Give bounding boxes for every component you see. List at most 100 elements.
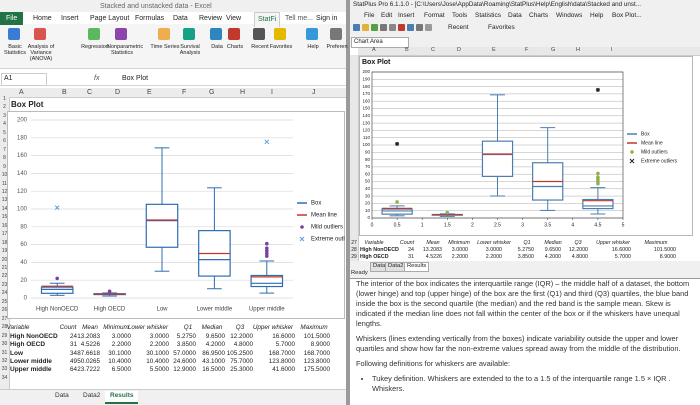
- column-header: H: [576, 47, 580, 53]
- table-cell: 5.7000: [275, 341, 295, 349]
- table-cell: 24: [408, 246, 414, 253]
- y-tick-label: 50: [365, 179, 371, 184]
- column-header: E: [147, 89, 152, 96]
- y-tick-label: 30: [365, 193, 371, 198]
- help-bullet: Tukey definition. Whiskers are extended …: [372, 374, 694, 394]
- menu-item[interactable]: File: [364, 12, 375, 19]
- legend-key: [630, 150, 634, 154]
- ribbon-button[interactable]: Charts: [226, 44, 244, 50]
- tell-me[interactable]: Tell me...: [285, 15, 314, 22]
- ribbon-button[interactable]: Preferen: [326, 44, 348, 50]
- menu-item[interactable]: Insert: [398, 12, 415, 19]
- sheet-tab[interactable]: Data: [55, 392, 69, 399]
- ribbon-button[interactable]: Time Series: [150, 44, 180, 50]
- table-cell: 75.7000: [230, 357, 253, 365]
- formula-text[interactable]: Box Plot: [122, 75, 149, 82]
- table-cell: 8.9000: [310, 341, 330, 349]
- table-header: Q3: [574, 239, 582, 246]
- sign-in[interactable]: Sign in: [316, 15, 338, 22]
- ribbon-button[interactable]: Basic Statistics: [3, 44, 26, 56]
- menu-item[interactable]: Tools: [452, 12, 468, 19]
- ribbon-tab[interactable]: Data: [173, 15, 188, 22]
- y-tick-label: 180: [17, 135, 28, 141]
- ribbon-button[interactable]: Survival Analysis: [179, 44, 201, 56]
- name-box[interactable]: Chart Area: [351, 37, 409, 48]
- ribbon-button[interactable]: Analysis of Variance (ANOVA): [27, 44, 55, 62]
- favorites-button[interactable]: Favorites: [488, 24, 515, 31]
- ribbon-tab[interactable]: Review: [199, 15, 222, 22]
- menu-item[interactable]: Edit: [381, 12, 393, 19]
- menu-item[interactable]: Format: [424, 12, 445, 19]
- column-header: F: [182, 89, 187, 96]
- ribbon-button[interactable]: Regression: [81, 44, 109, 50]
- ribbon-tab[interactable]: Page Layout: [90, 15, 130, 22]
- row-header: 13: [1, 197, 8, 204]
- menu-item[interactable]: Statistics: [475, 12, 502, 19]
- statplus-col-header: [358, 47, 700, 56]
- box: [481, 140, 514, 177]
- y-tick-label: 70: [365, 164, 371, 169]
- table-cell: 86.9500: [202, 349, 225, 357]
- extreme-outlier: [395, 141, 400, 146]
- ribbon-tab[interactable]: Formulas: [135, 15, 165, 22]
- x-tick-label: 0: [371, 222, 374, 228]
- menu-item[interactable]: Windows: [556, 12, 583, 19]
- toolbar-icon: [353, 24, 360, 31]
- ribbon-tab[interactable]: Insert: [61, 15, 79, 22]
- column-header: C: [431, 47, 435, 53]
- recent-button[interactable]: Recent: [448, 24, 469, 31]
- toolbar-icon: [371, 24, 378, 31]
- ribbon-icon: [88, 28, 100, 40]
- sheet-tab[interactable]: Results: [404, 262, 430, 272]
- mild-outlier: [265, 249, 269, 253]
- toolbar-icon: [398, 24, 405, 31]
- ribbon-button[interactable]: Nonparametric Statistics: [107, 44, 144, 56]
- fx-label: fx: [94, 75, 100, 82]
- row-header: 29: [1, 332, 8, 339]
- table-cell: 57.0000: [173, 349, 196, 357]
- ribbon-button[interactable]: Help: [307, 44, 319, 50]
- table-cell: 175.5000: [303, 366, 330, 374]
- y-tick-label: 190: [362, 76, 370, 81]
- statplus-chart: Box Plot01020304050607080901001101201301…: [359, 56, 693, 236]
- ribbon-icon: [274, 28, 286, 40]
- help-paragraph: Whiskers (lines extending vertically fro…: [356, 334, 681, 353]
- ribbon-tab[interactable]: View: [226, 15, 242, 22]
- box: [250, 274, 284, 288]
- row-header: 11: [1, 180, 8, 187]
- table-header: Median: [201, 324, 223, 332]
- y-tick-label: 170: [362, 91, 370, 96]
- table-cell: 123.8000: [268, 357, 295, 365]
- ribbon-tab[interactable]: File: [0, 12, 24, 25]
- ribbon-tab[interactable]: Home: [33, 15, 52, 22]
- y-tick-label: 200: [17, 118, 28, 124]
- ribbon-icon: [210, 28, 222, 40]
- y-tick-label: 120: [17, 189, 28, 195]
- table-cell: 16.6000: [611, 246, 631, 253]
- sheet-tab[interactable]: Results: [105, 391, 139, 404]
- ribbon-button[interactable]: Recent: [251, 44, 269, 50]
- name-box[interactable]: A1: [1, 73, 47, 86]
- table-cell: 13.2083: [422, 246, 442, 253]
- row-header: 32: [1, 357, 8, 364]
- ribbon-tab[interactable]: StatFi: [254, 12, 281, 27]
- table-cell: 123.8000: [303, 357, 330, 365]
- mild-outlier: [265, 246, 269, 250]
- table-cell: High OECD: [360, 253, 389, 260]
- table-cell: 3.8500: [176, 341, 196, 349]
- x-tick-label: High NonOECD: [36, 307, 79, 313]
- ribbon-button[interactable]: Data: [211, 44, 223, 50]
- table-header: Mean: [82, 324, 98, 332]
- menu-item[interactable]: Charts: [529, 12, 549, 19]
- table-cell: Low: [10, 349, 23, 357]
- ribbon-button[interactable]: Favorites: [269, 44, 293, 50]
- ribbon-icon: [330, 28, 342, 40]
- row-header: 16: [1, 222, 8, 229]
- table-cell: 5.2750: [517, 246, 534, 253]
- menu-item[interactable]: Help: [590, 12, 604, 19]
- menu-item[interactable]: Box Plot...: [612, 12, 642, 19]
- column-header: F: [525, 47, 529, 53]
- table-cell: 101.5000: [303, 332, 330, 340]
- sheet-tab[interactable]: Data2: [83, 392, 101, 399]
- menu-item[interactable]: Data: [508, 12, 522, 19]
